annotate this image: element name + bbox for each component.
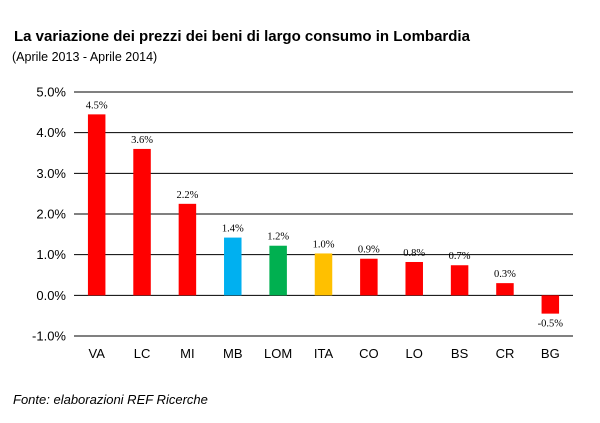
y-tick-label: 5.0% bbox=[36, 85, 66, 100]
x-tick-label: CR bbox=[496, 346, 515, 361]
y-tick-label: 3.0% bbox=[36, 166, 66, 181]
x-tick-label: CO bbox=[359, 346, 379, 361]
bar-va bbox=[87, 114, 106, 296]
x-tick-label: VA bbox=[88, 346, 105, 361]
bar-lo bbox=[405, 261, 423, 296]
data-label: 0.3% bbox=[494, 269, 516, 280]
bar-lom bbox=[269, 245, 287, 296]
bar-bs bbox=[450, 265, 469, 296]
y-tick-label: 1.0% bbox=[36, 247, 66, 262]
data-label: 4.5% bbox=[86, 100, 108, 111]
y-tick-label: 2.0% bbox=[36, 207, 66, 222]
x-tick-label: ITA bbox=[314, 346, 334, 361]
x-tick-label: LC bbox=[134, 346, 151, 361]
bar-cr bbox=[496, 283, 514, 296]
source-note: Fonte: elaborazioni REF Ricerche bbox=[13, 392, 208, 407]
bar-co bbox=[360, 258, 378, 296]
y-tick-label: 0.0% bbox=[36, 288, 66, 303]
x-tick-label: MB bbox=[223, 346, 243, 361]
x-tick-label: LO bbox=[406, 346, 423, 361]
data-label: 0.9% bbox=[358, 245, 380, 256]
x-tick-label: MI bbox=[180, 346, 194, 361]
data-label: 1.4% bbox=[222, 224, 244, 235]
y-tick-label: 4.0% bbox=[36, 125, 66, 140]
data-label: 2.2% bbox=[176, 190, 198, 201]
x-tick-label: LOM bbox=[264, 346, 292, 361]
data-label: 0.8% bbox=[403, 248, 425, 259]
bar-mb bbox=[224, 237, 242, 296]
data-label: 1.2% bbox=[267, 232, 289, 243]
data-label: -0.5% bbox=[538, 319, 564, 330]
bar-mi bbox=[178, 203, 197, 296]
data-label: 0.7% bbox=[449, 251, 471, 262]
data-label: 3.6% bbox=[131, 135, 153, 146]
data-label: 1.0% bbox=[313, 239, 335, 250]
x-tick-label: BS bbox=[451, 346, 469, 361]
chart-subtitle: (Aprile 2013 - Aprile 2014) bbox=[12, 50, 158, 64]
x-tick-label: BG bbox=[541, 346, 560, 361]
y-tick-label: -1.0% bbox=[32, 329, 66, 344]
bar-lc bbox=[133, 148, 151, 296]
bar-bg bbox=[541, 295, 560, 314]
bar-ita bbox=[314, 253, 333, 296]
chart-title: La variazione dei prezzi dei beni di lar… bbox=[14, 28, 470, 45]
